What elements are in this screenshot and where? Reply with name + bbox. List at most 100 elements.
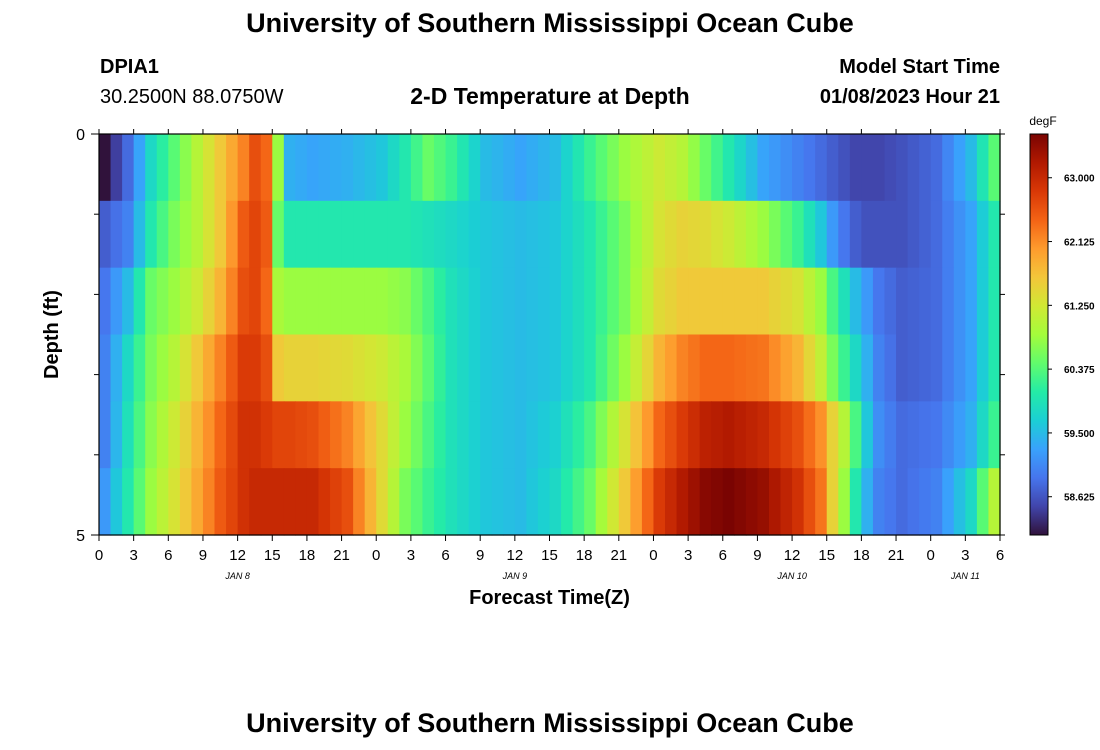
heatmap-cell [838, 134, 851, 202]
heatmap-cell [965, 468, 978, 536]
heatmap-cell [457, 134, 470, 202]
heatmap-cell [168, 267, 181, 336]
heatmap-cell [145, 200, 158, 269]
heatmap-cell [491, 267, 504, 336]
heatmap-cell [376, 401, 389, 469]
heatmap-cell [722, 468, 735, 536]
heatmap-cell [457, 267, 470, 336]
heatmap-cell [122, 267, 135, 336]
heatmap-cell [803, 401, 816, 469]
heatmap-cell [665, 134, 678, 202]
heatmap-cell [422, 267, 435, 336]
heatmap-cell [618, 200, 631, 269]
heatmap-cell [768, 134, 782, 202]
heatmap-cell [815, 200, 828, 269]
model-start-label: Model Start Time [839, 56, 1000, 78]
heatmap-cell [491, 401, 504, 469]
heatmap-cell [780, 267, 793, 336]
heatmap-cell [815, 334, 828, 402]
heatmap-cell [364, 200, 377, 269]
heatmap-cell [711, 401, 724, 469]
heatmap-cell [364, 468, 377, 536]
heatmap-cell [133, 134, 146, 202]
heatmap-cell [503, 401, 516, 469]
heatmap-cell [491, 134, 504, 202]
heatmap-cell [549, 468, 562, 536]
heatmap-cell [122, 401, 135, 469]
heatmap-cell [572, 134, 585, 202]
heatmap-cell [745, 401, 759, 469]
heatmap-cell [688, 200, 701, 269]
heatmap-cell [226, 134, 239, 202]
heatmap-cell [526, 334, 539, 402]
heatmap-cell [168, 401, 181, 469]
heatmap-cell [826, 134, 839, 202]
heatmap-cell [468, 134, 481, 202]
heatmap-cell [410, 334, 424, 402]
heatmap-cell [584, 401, 597, 469]
heatmap-cell [353, 267, 366, 336]
heatmap-cell [179, 334, 193, 402]
heatmap-cell [468, 334, 481, 402]
heatmap-cell [988, 267, 1001, 336]
heatmap-cell [896, 334, 909, 402]
heatmap-cell [122, 334, 135, 402]
heatmap-cell [595, 401, 608, 469]
heatmap-cell [410, 267, 424, 336]
heatmap-cell [168, 134, 181, 202]
chart-subtitle: 2-D Temperature at Depth [410, 83, 690, 109]
heatmap-cell [803, 267, 816, 336]
heatmap-cell [330, 200, 343, 269]
heatmap-cell [976, 267, 990, 336]
heatmap-cell [306, 401, 320, 469]
heatmap-cell [653, 334, 666, 402]
heatmap-cell [99, 401, 112, 469]
heatmap-cell [815, 134, 828, 202]
colorbar-tick-label: 59.500 [1064, 429, 1095, 440]
heatmap-cell [318, 401, 331, 469]
heatmap-cell [896, 401, 909, 469]
heatmap-cell [283, 334, 296, 402]
heatmap-cell [110, 134, 123, 202]
heatmap-cell [699, 401, 712, 469]
heatmap-cell [861, 468, 874, 536]
heatmap-cell [422, 134, 435, 202]
heatmap-cell [99, 468, 112, 536]
heatmap-cell [584, 134, 597, 202]
heatmap-cell [618, 134, 631, 202]
heatmap-cell [711, 334, 724, 402]
x-tick-label: 0 [649, 547, 657, 564]
heatmap-cell [584, 334, 597, 402]
heatmap-cell [202, 334, 216, 402]
heatmap-cell [653, 267, 666, 336]
heatmap-cell [156, 267, 169, 336]
heatmap-cell [491, 200, 504, 269]
heatmap-cell [561, 200, 574, 269]
heatmap-cell [272, 134, 285, 202]
heatmap-cell [249, 134, 262, 202]
heatmap-cell [930, 401, 943, 469]
colorbar: degF 63.000 62.125 61.250 60.375 59.500 58.62… [1029, 114, 1095, 536]
heatmap-cell [445, 468, 458, 536]
heatmap-cell [376, 134, 389, 202]
heatmap-cell [433, 267, 447, 336]
heatmap-cell [607, 468, 620, 536]
heatmap-cell [283, 267, 296, 336]
heatmap-cell [653, 401, 666, 469]
heatmap-cell [330, 134, 343, 202]
heatmap-cell [272, 334, 285, 402]
heatmap-cell [665, 468, 678, 536]
heatmap-cell [792, 134, 805, 202]
heatmap-cell [653, 200, 666, 269]
heatmap-cell [179, 200, 193, 269]
heatmap-cell [422, 334, 435, 402]
heatmap-cell [872, 334, 886, 402]
heatmap-cell [145, 267, 158, 336]
heatmap-cell [884, 134, 897, 202]
heatmap-cell [838, 401, 851, 469]
heatmap-cell [780, 401, 793, 469]
heatmap-cell [433, 468, 447, 536]
heatmap-cell [711, 134, 724, 202]
heatmap-cell [133, 334, 146, 402]
heatmap-cell [930, 334, 943, 402]
